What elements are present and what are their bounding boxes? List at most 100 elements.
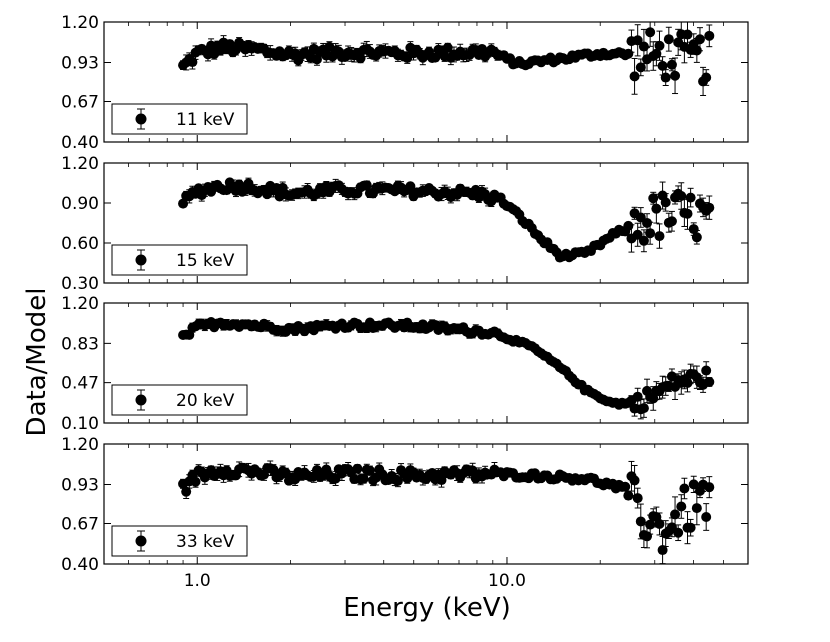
data-point bbox=[629, 475, 640, 486]
legend-label: 15 keV bbox=[176, 251, 235, 271]
data-point bbox=[629, 71, 640, 82]
data-point bbox=[673, 527, 684, 538]
data-point bbox=[666, 59, 677, 70]
panel-frame bbox=[103, 162, 749, 284]
x-axis-label: Energy (keV) bbox=[343, 593, 511, 623]
data-point bbox=[642, 217, 653, 228]
panel-4: 1.20 0.93 0.67 0.40 33 keV bbox=[61, 435, 749, 575]
legend-marker bbox=[135, 254, 147, 266]
data-point bbox=[392, 475, 403, 486]
legend-label: 20 keV bbox=[176, 391, 235, 411]
y-tick-label: 0.30 bbox=[61, 274, 99, 294]
data-point bbox=[364, 465, 375, 476]
data-point bbox=[352, 463, 363, 474]
data-point bbox=[623, 220, 634, 231]
data-point bbox=[648, 393, 659, 404]
data-points bbox=[178, 316, 715, 420]
legend: 11 keV bbox=[111, 103, 248, 135]
legend-marker bbox=[135, 535, 147, 547]
data-point bbox=[694, 34, 705, 45]
y-tick-label: 0.90 bbox=[61, 194, 99, 214]
y-tick-label: 0.40 bbox=[61, 555, 99, 575]
legend: 20 keV bbox=[111, 384, 248, 416]
y-tick-label: 1.20 bbox=[61, 154, 99, 174]
data-point bbox=[691, 232, 702, 243]
y-tick-label: 0.93 bbox=[61, 476, 99, 496]
legend-label: 33 keV bbox=[176, 532, 235, 552]
data-point bbox=[682, 208, 693, 219]
legend-label: 11 keV bbox=[176, 110, 235, 130]
y-tick-label: 1.20 bbox=[61, 13, 99, 33]
legend-box bbox=[111, 244, 248, 276]
data-point bbox=[632, 229, 643, 240]
data-point bbox=[638, 403, 649, 414]
y-tick-label: 0.67 bbox=[61, 515, 99, 535]
data-point bbox=[638, 41, 649, 52]
data-point bbox=[704, 30, 715, 41]
data-point bbox=[645, 228, 656, 239]
data-point bbox=[657, 545, 668, 556]
data-point bbox=[430, 52, 441, 63]
legend-box bbox=[111, 384, 248, 416]
data-point bbox=[701, 72, 712, 83]
data-point bbox=[645, 27, 656, 38]
data-point bbox=[654, 518, 665, 529]
data-point bbox=[623, 490, 634, 501]
y-tick-label: 0.67 bbox=[61, 93, 99, 113]
data-point bbox=[682, 377, 693, 388]
data-point bbox=[620, 481, 631, 492]
data-point bbox=[688, 224, 699, 235]
data-point bbox=[648, 193, 659, 204]
data-point bbox=[685, 522, 696, 533]
panel-frame bbox=[103, 21, 749, 143]
data-point bbox=[670, 70, 681, 81]
data-point bbox=[682, 29, 693, 40]
panel-3: 1.20 0.83 0.47 0.10 20 keV bbox=[61, 294, 749, 434]
data-point bbox=[701, 365, 712, 376]
panel-frame bbox=[103, 443, 749, 565]
y-tick-label: 0.83 bbox=[61, 334, 99, 354]
data-point bbox=[405, 181, 416, 192]
y-tick-label: 1.20 bbox=[61, 435, 99, 455]
data-point bbox=[663, 34, 674, 45]
legend-box bbox=[111, 525, 248, 557]
data-point bbox=[654, 40, 665, 51]
legend: 15 keV bbox=[111, 244, 248, 276]
data-point bbox=[632, 493, 643, 504]
data-points bbox=[178, 177, 715, 263]
data-point bbox=[701, 511, 712, 522]
x-tick-label: 1.0 bbox=[184, 571, 211, 591]
panel-frame bbox=[103, 302, 749, 424]
y-tick-label: 1.20 bbox=[61, 294, 99, 314]
data-point bbox=[704, 202, 715, 213]
data-point bbox=[178, 198, 189, 209]
legend-marker bbox=[135, 113, 147, 125]
data-point bbox=[635, 516, 646, 527]
data-point bbox=[691, 503, 702, 514]
data-point bbox=[632, 35, 643, 46]
data-point bbox=[691, 45, 702, 56]
x-tick-label: 10.0 bbox=[488, 571, 526, 591]
data-point bbox=[358, 473, 369, 484]
data-point bbox=[355, 53, 366, 64]
y-tick-label: 0.40 bbox=[61, 133, 99, 153]
panel-1: 1.20 0.93 0.67 0.40 11 keV bbox=[61, 13, 749, 153]
data-point bbox=[651, 203, 662, 214]
data-point bbox=[190, 476, 201, 487]
data-point bbox=[645, 519, 656, 530]
data-points bbox=[178, 460, 715, 565]
data-point bbox=[268, 464, 279, 475]
data-point bbox=[623, 48, 634, 59]
y-tick-label: 0.10 bbox=[61, 414, 99, 434]
data-point bbox=[688, 479, 699, 490]
data-point bbox=[651, 48, 662, 59]
data-point bbox=[638, 235, 649, 246]
data-point bbox=[436, 475, 447, 486]
legend: 33 keV bbox=[111, 525, 248, 557]
data-point bbox=[704, 482, 715, 493]
data-point bbox=[654, 231, 665, 242]
data-point bbox=[704, 376, 715, 387]
y-tick-label: 0.60 bbox=[61, 234, 99, 254]
y-tick-label: 0.47 bbox=[61, 374, 99, 394]
data-point bbox=[660, 197, 671, 208]
